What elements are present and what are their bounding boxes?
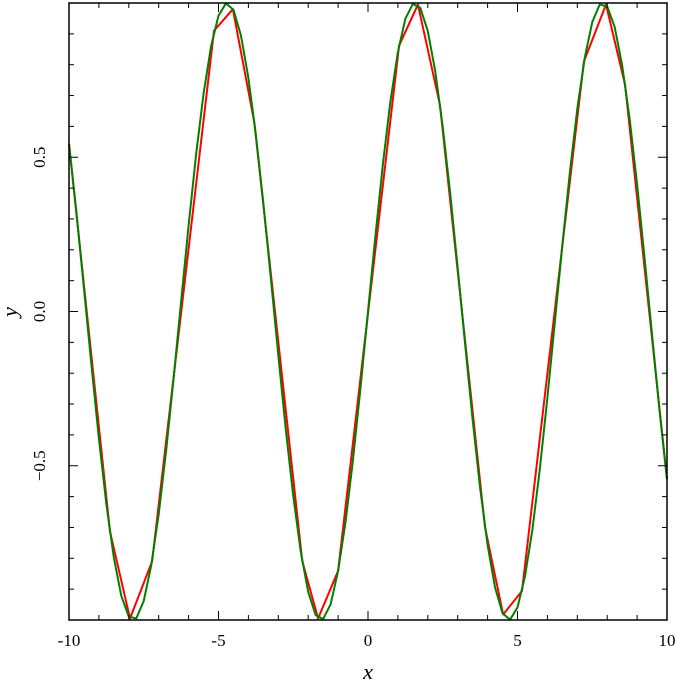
x-tick-label: 0 [364, 631, 373, 650]
y-tick-label: −0.5 [30, 450, 49, 481]
y-tick-label: 0.0 [30, 301, 49, 322]
y-tick-label: 0.5 [30, 147, 49, 168]
x-axis-label: x [362, 659, 373, 684]
y-axis-label: y [0, 307, 22, 319]
series-line [68, 2, 668, 621]
x-tick-label: 5 [513, 631, 522, 650]
x-tick-label: -5 [211, 631, 225, 650]
x-tick-label: 10 [659, 631, 676, 650]
x-tick-label: -10 [58, 631, 81, 650]
